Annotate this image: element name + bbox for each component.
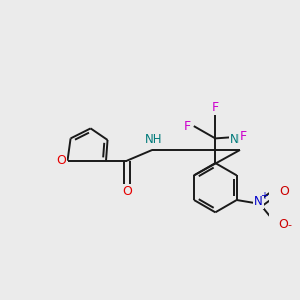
Text: +: + [260, 191, 268, 201]
Text: F: F [212, 101, 219, 114]
Text: N: N [254, 195, 262, 208]
Text: -: - [287, 220, 291, 230]
Text: F: F [239, 130, 247, 143]
Text: F: F [184, 120, 191, 133]
Text: O: O [122, 185, 132, 198]
Text: O: O [56, 154, 66, 167]
Text: O: O [278, 218, 288, 231]
Text: NH: NH [145, 134, 163, 146]
Text: NH: NH [230, 134, 247, 146]
Text: O: O [280, 185, 290, 198]
